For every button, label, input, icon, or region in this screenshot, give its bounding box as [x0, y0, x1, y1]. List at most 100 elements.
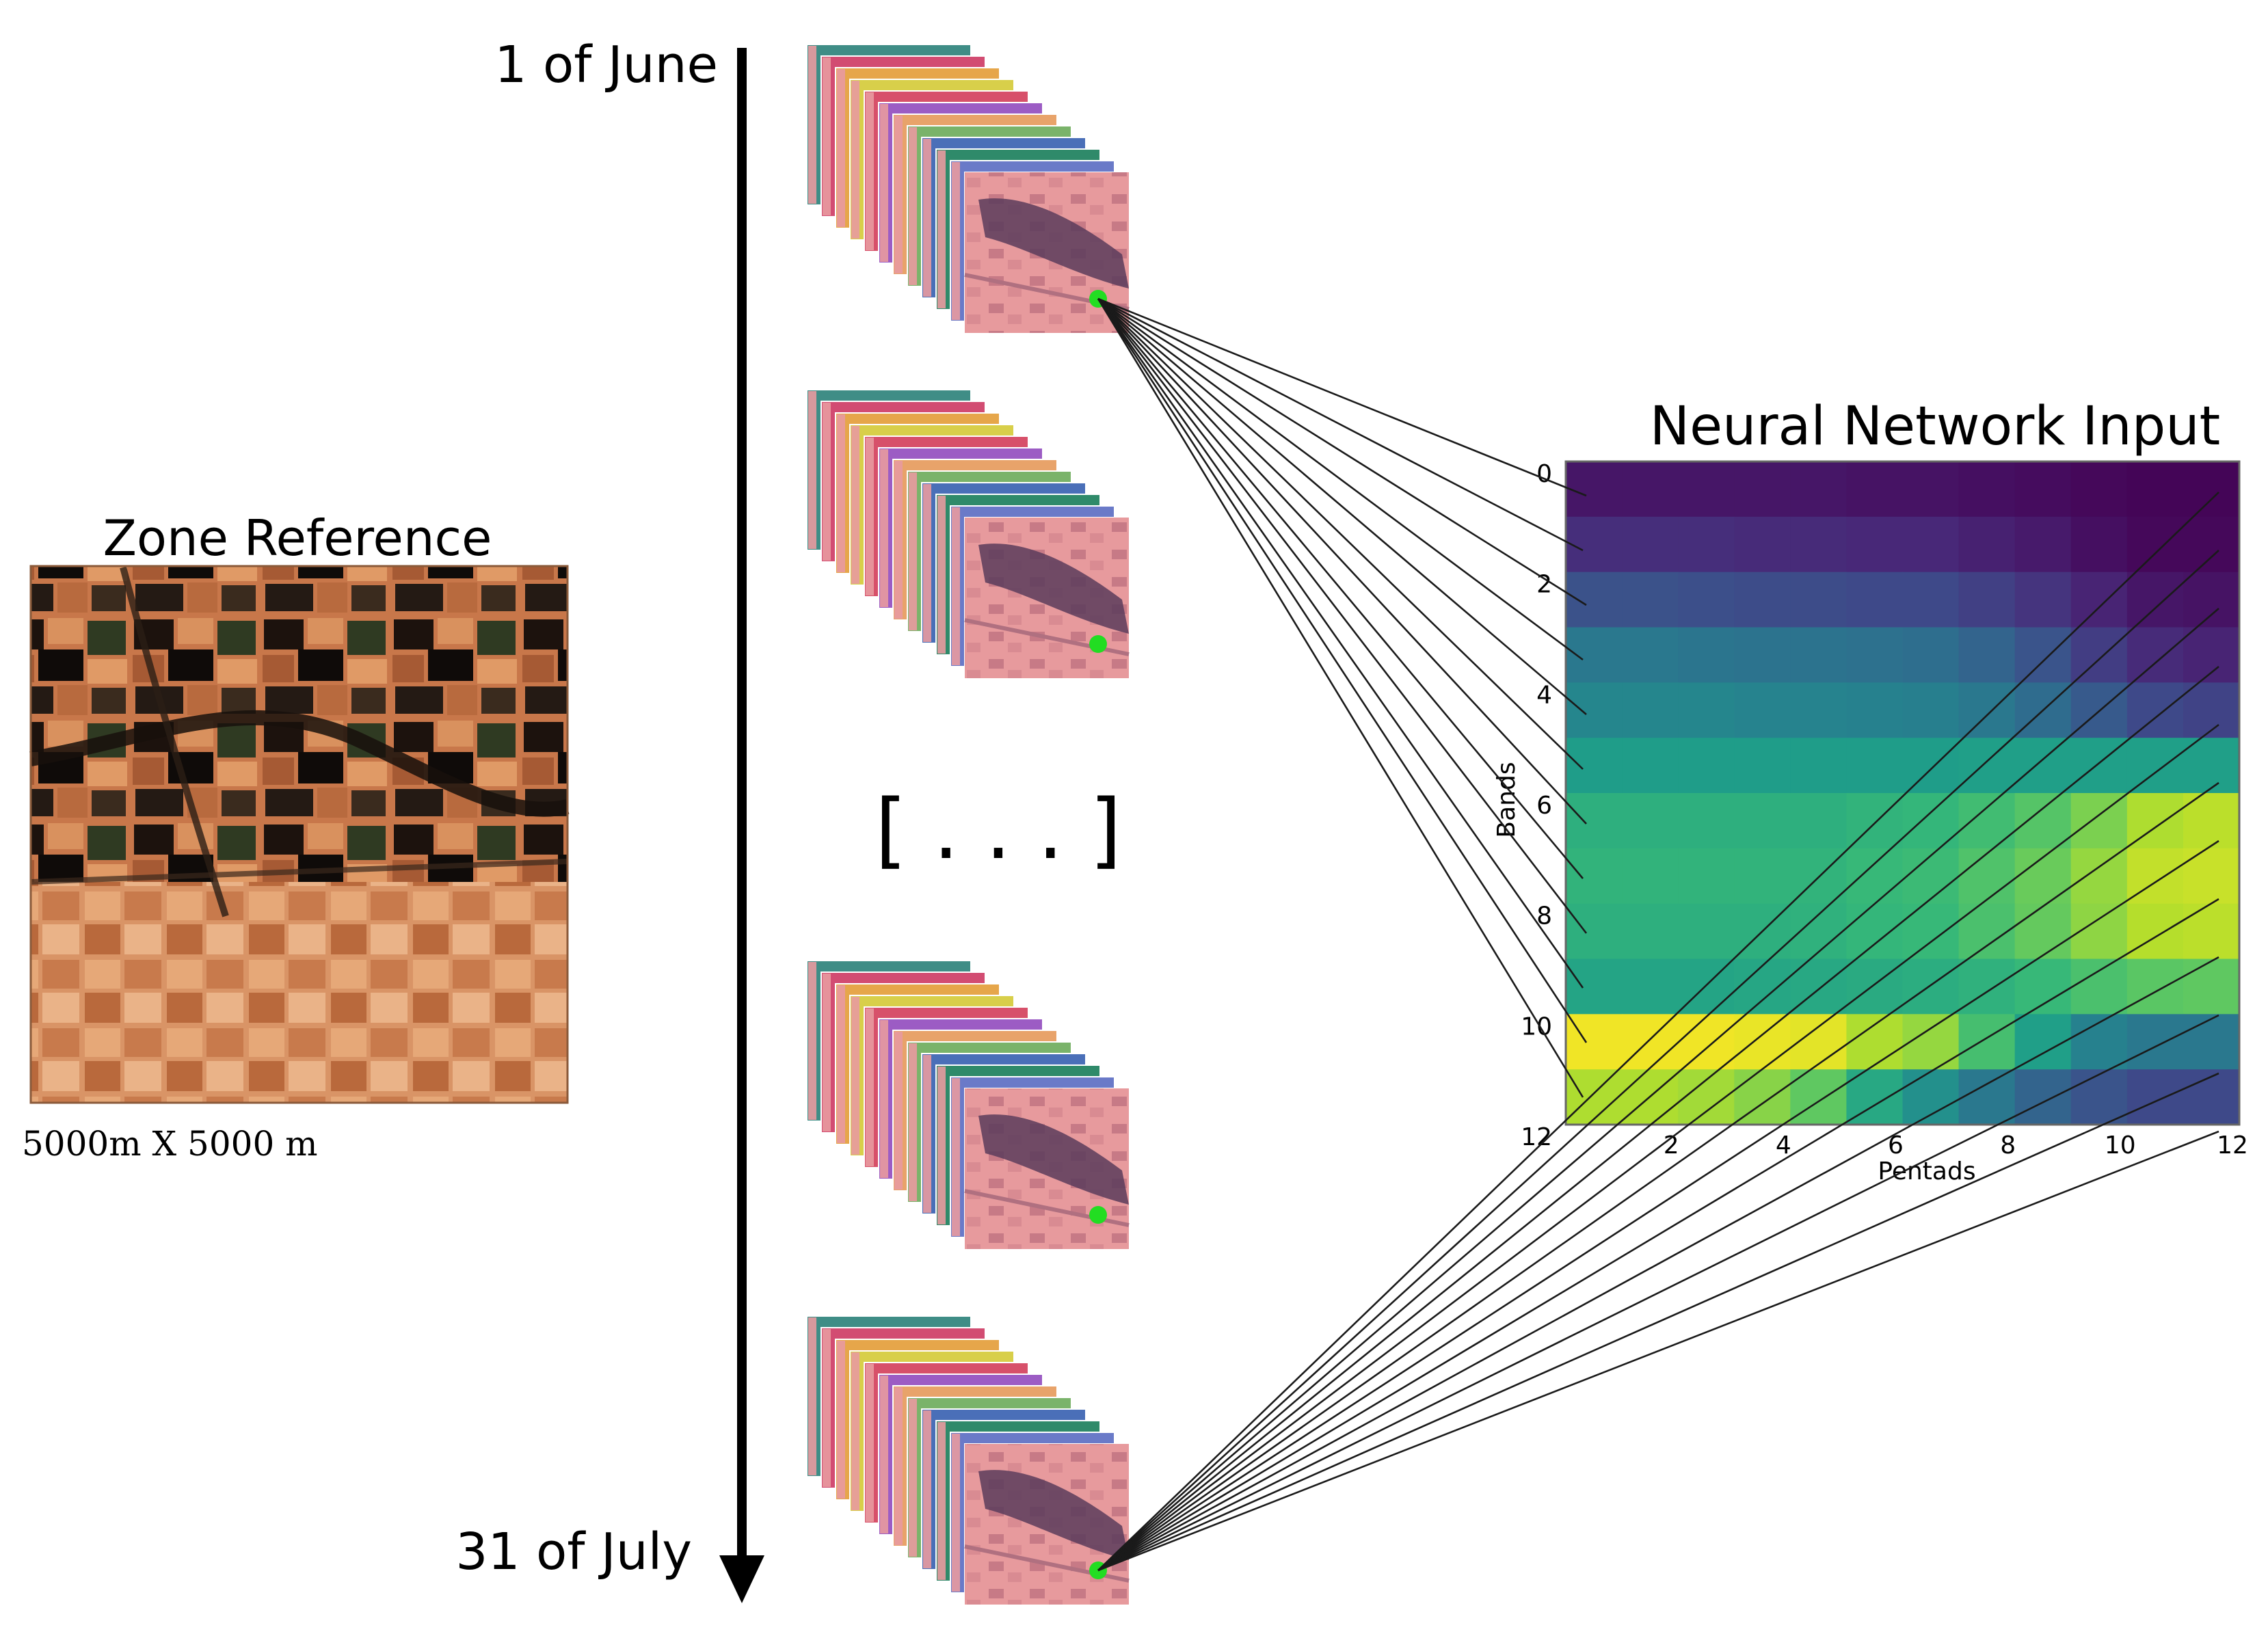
heatmap-cell [1566, 848, 1623, 904]
heatmap-cell [1566, 461, 1623, 518]
heatmap-cell [1734, 848, 1791, 904]
heatmap-cell [2070, 958, 2128, 1015]
heatmap-cell [1566, 1069, 1623, 1125]
heatmap-cell [1846, 627, 1904, 683]
heatmap-cell [1902, 1069, 1960, 1125]
zone-caption: 5000m X 5000 m [22, 1124, 318, 1164]
heatmap-cell [1566, 572, 1623, 628]
heatmap-cell [2014, 627, 2072, 683]
heatmap-cell [1566, 958, 1623, 1015]
timeline: 1 of June 31 of July [455, 36, 764, 1603]
heatmap-cell [1902, 461, 1960, 518]
heatmap-cell [2014, 516, 2072, 573]
heatmap-cell [2126, 1014, 2184, 1070]
heatmap-cell [2126, 516, 2184, 573]
connection-line [1097, 781, 2219, 1572]
heatmap-cell [1734, 958, 1791, 1015]
heatmap-cell [2183, 738, 2240, 794]
connection-line [1097, 298, 1588, 934]
heatmap-cell [2126, 461, 2184, 518]
heatmap-cell [1902, 958, 1960, 1015]
nn-input-title: Neural Network Input [1650, 396, 2221, 457]
heatmap-cell [1846, 572, 1904, 628]
heatmap-cell [1622, 627, 1679, 683]
heatmap-cell [2183, 1069, 2240, 1125]
heatmap-cell [1846, 738, 1904, 794]
heatmap-cell [1566, 793, 1623, 849]
zone-satellite-image [29, 565, 570, 1104]
heatmap-cell [2183, 461, 2240, 518]
heatmap-cell [1734, 516, 1791, 573]
heatmap-cell [1678, 903, 1735, 960]
connection-line [1097, 608, 2219, 1571]
heatmap-cell [1958, 958, 2016, 1015]
heatmap-cell [1846, 461, 1904, 518]
heatmap [1566, 461, 2240, 1125]
heatmap-cell [1790, 1069, 1847, 1125]
pixel-point [1089, 635, 1107, 653]
connection-line [1097, 665, 2219, 1572]
connection-line [1097, 956, 2219, 1572]
heatmap-cell [2070, 461, 2128, 518]
connection-line [1097, 298, 1584, 1098]
heatmap-cell [1846, 848, 1904, 904]
timeline-start-label: 1 of June [494, 36, 718, 94]
heatmap-cell [2126, 958, 2184, 1015]
heatmap-cell [2070, 1069, 2128, 1125]
heatmap-cell [2014, 903, 2072, 960]
heatmap-cell [2014, 461, 2072, 518]
heatmap-cell [2183, 627, 2240, 683]
heatmap-cell [1958, 682, 2016, 738]
front-image-layer [964, 172, 1130, 334]
y-tick-label: 10 [1521, 1013, 1552, 1041]
heatmap-cell [2183, 516, 2240, 573]
heatmap-cell [1678, 1014, 1735, 1070]
zone-title: Zone Reference [103, 509, 492, 567]
connection-line [1097, 298, 1587, 824]
heatmap-cell [1622, 848, 1679, 904]
x-tick-label: 4 [1776, 1131, 1791, 1159]
heatmap-cell [2126, 903, 2184, 960]
heatmap-cell [1958, 572, 2016, 628]
heatmap-cell [2183, 958, 2240, 1015]
heatmap-cell [1678, 848, 1735, 904]
heatmap-cell [1846, 903, 1904, 960]
heatmap-cell [1902, 682, 1960, 738]
heatmap-cell [2126, 627, 2184, 683]
x-tick-label: 2 [1664, 1131, 1679, 1159]
front-image-layer [964, 517, 1130, 679]
heatmap-cell [1958, 1014, 2016, 1070]
heatmap-cell [1790, 738, 1847, 794]
connection-line [1097, 298, 1584, 989]
heatmap-cell [2183, 793, 2240, 849]
heatmap-cell [2070, 516, 2128, 573]
heatmap-cell [1622, 903, 1679, 960]
connection-line [1097, 297, 1584, 661]
heatmap-cell [1846, 1014, 1904, 1070]
pixel-point [1089, 1206, 1107, 1224]
connection-line [1097, 1130, 2219, 1572]
heatmap-cell [1902, 738, 1960, 794]
heatmap-cell [1734, 461, 1791, 518]
heatmap-cell [1902, 793, 1960, 849]
heatmap-cell [2070, 793, 2128, 849]
heatmap-cell [1678, 572, 1735, 628]
x-tick-label: 8 [2000, 1131, 2016, 1159]
image-stack [806, 389, 1130, 679]
heatmap-cell [2070, 572, 2128, 628]
timeline-end-label: 31 of July [455, 1523, 692, 1581]
image-stack [806, 1315, 1130, 1605]
heatmap-cell [1902, 516, 1960, 573]
heatmap-cell [1622, 1014, 1679, 1070]
heatmap-cell [1958, 848, 2016, 904]
heatmap-cell [2014, 572, 2072, 628]
connection-line [1097, 1014, 2219, 1572]
heatmap-cell [2183, 848, 2240, 904]
connection-line [1097, 298, 1587, 715]
heatmap-cell [1846, 793, 1904, 849]
connection-line [1097, 723, 2219, 1572]
heatmap-cell [1846, 516, 1904, 573]
zone-reference: Zone Reference 5000m X 5000 m [22, 509, 570, 1164]
heatmap-cell [1734, 572, 1791, 628]
